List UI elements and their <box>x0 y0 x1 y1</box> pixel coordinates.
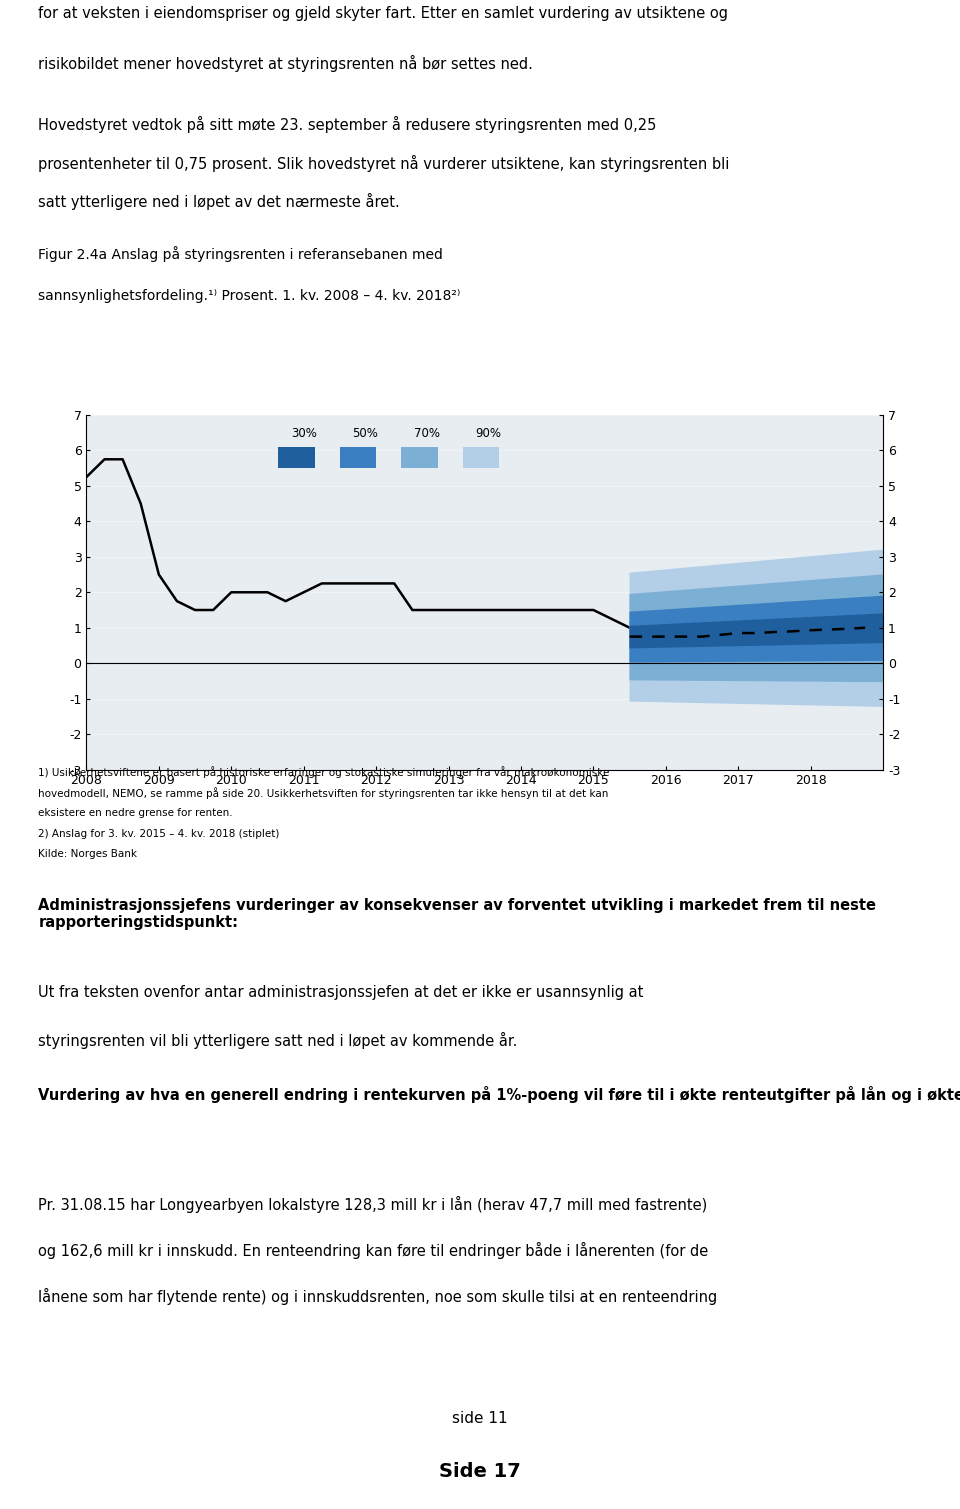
Text: Vurdering av hva en generell endring i rentekurven på 1%-poeng vil føre til i øk: Vurdering av hva en generell endring i r… <box>38 1086 960 1103</box>
Text: Administrasjonssjefens vurderinger av konsekvenser av forventet utvikling i mark: Administrasjonssjefens vurderinger av ko… <box>38 898 876 930</box>
Text: lånene som har flytende rente) og i innskuddsrenten, noe som skulle tilsi at en : lånene som har flytende rente) og i inns… <box>38 1289 718 1305</box>
Text: 30%: 30% <box>291 427 317 439</box>
FancyBboxPatch shape <box>278 447 315 468</box>
Text: sannsynlighetsfordeling.¹⁾ Prosent. 1. kv. 2008 – 4. kv. 2018²⁾: sannsynlighetsfordeling.¹⁾ Prosent. 1. k… <box>38 290 461 303</box>
Text: eksistere en nedre grense for renten.: eksistere en nedre grense for renten. <box>38 807 233 818</box>
Text: satt ytterligere ned i løpet av det nærmeste året.: satt ytterligere ned i løpet av det nærm… <box>38 193 400 210</box>
FancyBboxPatch shape <box>401 447 438 468</box>
Text: 90%: 90% <box>475 427 501 439</box>
Text: Ut fra teksten ovenfor antar administrasjonssjefen at det er ikke er usannsynlig: Ut fra teksten ovenfor antar administras… <box>38 985 644 1000</box>
Text: risikobildet mener hovedstyret at styringsrenten nå bør settes ned.: risikobildet mener hovedstyret at styrin… <box>38 54 533 72</box>
Text: for at veksten i eiendomspriser og gjeld skyter fart. Etter en samlet vurdering : for at veksten i eiendomspriser og gjeld… <box>38 6 729 21</box>
Text: styringsrenten vil bli ytterligere satt ned i løpet av kommende år.: styringsrenten vil bli ytterligere satt … <box>38 1032 517 1049</box>
FancyBboxPatch shape <box>463 447 499 468</box>
Text: Side 17: Side 17 <box>439 1462 521 1480</box>
Text: side 11: side 11 <box>452 1411 508 1426</box>
Text: Hovedstyret vedtok på sitt møte 23. september å redusere styringsrenten med 0,25: Hovedstyret vedtok på sitt møte 23. sept… <box>38 116 657 133</box>
Text: Figur 2.4a Anslag på styringsrenten i referansebanen med: Figur 2.4a Anslag på styringsrenten i re… <box>38 246 444 263</box>
Text: Pr. 31.08.15 har Longyearbyen lokalstyre 128,3 mill kr i lån (herav 47,7 mill me: Pr. 31.08.15 har Longyearbyen lokalstyre… <box>38 1197 708 1213</box>
Text: 2) Anslag for 3. kv. 2015 – 4. kv. 2018 (stiplet): 2) Anslag for 3. kv. 2015 – 4. kv. 2018 … <box>38 828 279 839</box>
Text: hovedmodell, NEMO, se ramme på side 20. Usikkerhetsviften for styringsrenten tar: hovedmodell, NEMO, se ramme på side 20. … <box>38 788 609 800</box>
Text: 1) Usikkerhetsviftene er basert på historiske erfaringer og stokastiske simuleri: 1) Usikkerhetsviftene er basert på histo… <box>38 767 610 779</box>
Text: prosentenheter til 0,75 prosent. Slik hovedstyret nå vurderer utsiktene, kan sty: prosentenheter til 0,75 prosent. Slik ho… <box>38 155 730 172</box>
Text: Kilde: Norges Bank: Kilde: Norges Bank <box>38 850 137 859</box>
Text: og 162,6 mill kr i innskudd. En renteendring kan føre til endringer både i låner: og 162,6 mill kr i innskudd. En renteend… <box>38 1242 708 1259</box>
Text: 50%: 50% <box>352 427 378 439</box>
FancyBboxPatch shape <box>340 447 376 468</box>
Text: 70%: 70% <box>414 427 440 439</box>
